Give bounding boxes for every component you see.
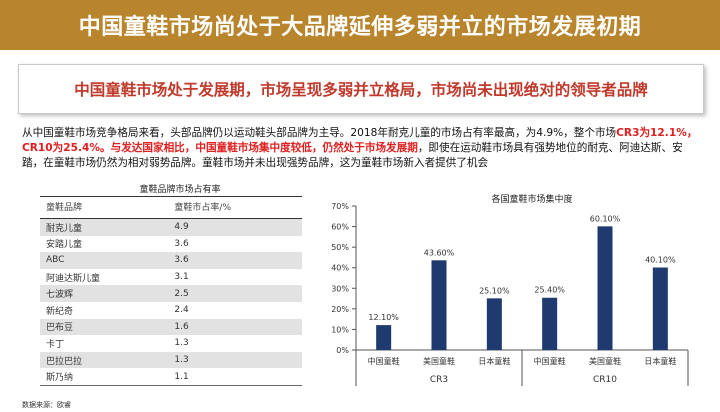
table-cell-share: 1.1 xyxy=(170,368,302,386)
paragraph-part-3: ，即使在运动鞋市场具有强势地位的耐克、阿迪达斯、安踏，在童鞋市场仍然为相对弱势品… xyxy=(22,142,683,169)
bar-value-label: 25.10% xyxy=(479,286,510,295)
bar-value-label: 12.10% xyxy=(368,313,399,322)
table-row: 七波辉 2.5 xyxy=(40,285,302,302)
x-category-label: 中国童鞋 xyxy=(534,356,566,366)
x-category-label: 美国童鞋 xyxy=(589,356,621,366)
table-cell-share: 1.6 xyxy=(170,318,302,336)
x-category-label: 中国童鞋 xyxy=(368,356,400,366)
table-cell-share: 3.6 xyxy=(174,238,189,249)
table-cell-share: 2.4 xyxy=(174,305,189,316)
table-row: 阿迪达斯儿童 3.1 xyxy=(40,269,302,286)
y-tick-label: 70% xyxy=(331,202,349,211)
y-tick-label: 60% xyxy=(331,223,349,232)
x-group-label: CR10 xyxy=(593,375,617,385)
bar-value-label: 25.40% xyxy=(534,286,565,295)
chart-title: 各国童鞋市场集中度 xyxy=(491,193,572,205)
table-title: 童鞋品牌市场占有率 xyxy=(139,185,221,195)
table-row: 巴布豆 1.6 xyxy=(40,318,302,336)
table-cell-share: 1.3 xyxy=(174,338,189,349)
table-row: 新纪奇 2.4 xyxy=(40,302,302,319)
table-cell-brand: 耐克儿童 xyxy=(40,218,171,236)
table-cell-share: 3.1 xyxy=(174,272,189,283)
paragraph-highlight: CR3为12.1%，CR10为25.4%。与发达国家相比，中国童鞋市场集中度较低… xyxy=(22,127,698,154)
table-cell-brand: ABC xyxy=(40,252,171,269)
table-cell-brand: 阿迪达斯儿童 xyxy=(46,273,101,284)
table-row: 耐克儿童 4.9 xyxy=(40,218,302,236)
table-cell-brand: 巴拉巴拉 xyxy=(40,351,171,369)
table-row: 斯乃纳 1.1 xyxy=(40,368,302,386)
y-tick-label: 10% xyxy=(331,325,349,334)
table-cell-brand: 七波辉 xyxy=(40,285,171,302)
body-paragraph: 从中国童鞋市场竞争格局来看，头部品牌仍以运动鞋头部品牌为主导。2018年耐克儿童… xyxy=(22,126,702,171)
y-tick-label: 20% xyxy=(331,305,349,314)
x-category-label: 日本童鞋 xyxy=(478,356,510,366)
y-tick-label: 50% xyxy=(331,243,349,252)
y-tick-label: 30% xyxy=(331,284,349,293)
bar-cr3-1 xyxy=(431,260,447,350)
table-row: ABC 3.6 xyxy=(40,252,302,269)
bar-value-label: 60.10% xyxy=(590,214,621,223)
y-tick-label: 0% xyxy=(336,346,349,355)
table-header-row: 童鞋品牌 童鞋市占率/% xyxy=(40,196,302,219)
table-cell-share: 3.6 xyxy=(170,252,302,269)
table-row: 巴拉巴拉 1.3 xyxy=(40,351,302,369)
x-category-label: 美国童鞋 xyxy=(423,356,455,366)
table-header-brand: 童鞋品牌 xyxy=(40,196,171,219)
table-cell-brand: 安踏儿童 xyxy=(46,240,83,251)
bar-cr3-2 xyxy=(486,298,502,350)
subtitle-text: 中国童鞋市场处于发展期，市场呈现多弱并立格局，市场尚未出现绝对的领导者品牌 xyxy=(74,81,648,99)
bar-cr10-0 xyxy=(542,297,558,350)
paragraph-part-1: 从中国童鞋市场竞争格局来看，头部品牌仍以运动鞋头部品牌为主导。2018年耐克儿童… xyxy=(22,127,617,139)
x-group-label: CR3 xyxy=(430,375,448,385)
subtitle-box: 中国童鞋市场处于发展期，市场呈现多弱并立格局，市场尚未出现绝对的领导者品牌 xyxy=(18,64,704,114)
table-cell-share: 4.9 xyxy=(170,218,302,236)
table-cell-brand: 卡丁 xyxy=(46,339,65,350)
bar-cr3-0 xyxy=(376,325,392,350)
table-cell-brand: 新纪奇 xyxy=(46,306,74,317)
data-source-note: 数据来源：欧睿 xyxy=(22,401,71,409)
bar-value-label: 43.60% xyxy=(424,248,455,257)
table-row: 安踏儿童 3.6 xyxy=(40,236,302,253)
concentration-bar-chart: 各国童鞋市场集中度 0% 10% 20% 30% 40% 50% 60% 70% 12.10% 中… xyxy=(331,193,689,386)
bar-value-label: 40.10% xyxy=(645,256,676,265)
brand-share-table: 童鞋品牌 童鞋市占率/% 耐克儿童 4.9 安踏儿童 3.6 ABC 3.6 阿迪达斯… xyxy=(40,196,302,386)
table-cell-brand: 巴布豆 xyxy=(40,318,171,336)
page-title: 中国童鞋市场尚处于大品牌延伸多弱并立的市场发展初期 xyxy=(78,15,642,40)
table-header-share: 童鞋市占率/% xyxy=(170,196,302,219)
table-cell-share: 1.3 xyxy=(170,351,302,369)
table-cell-brand: 斯乃纳 xyxy=(40,368,171,386)
y-tick-label: 40% xyxy=(331,264,349,273)
bar-cr10-2 xyxy=(652,267,668,350)
x-category-label: 日本童鞋 xyxy=(644,356,676,366)
bar-cr10-1 xyxy=(597,226,613,350)
title-banner: 中国童鞋市场尚处于大品牌延伸多弱并立的市场发展初期 xyxy=(0,0,720,50)
table-cell-share: 2.5 xyxy=(170,285,302,302)
table-row: 卡丁 1.3 xyxy=(40,335,302,352)
